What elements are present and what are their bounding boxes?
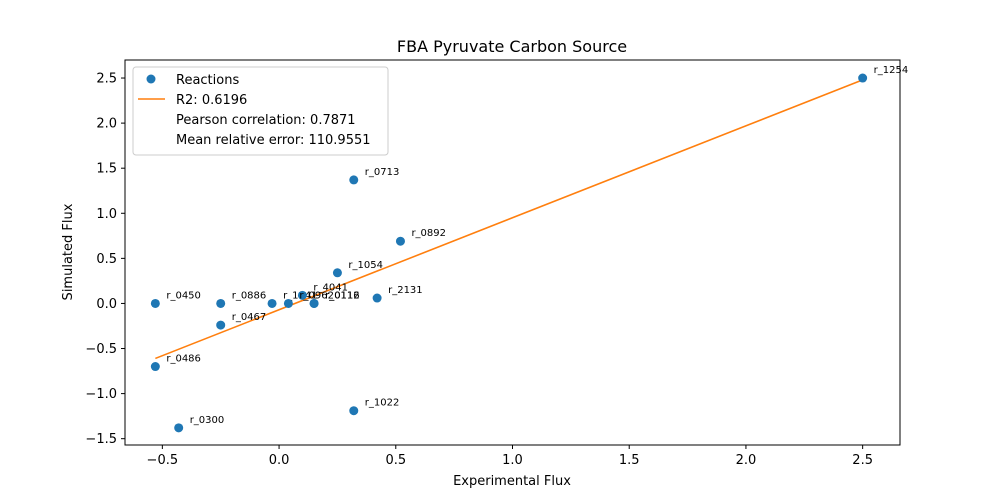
- data-point: [349, 175, 359, 185]
- y-tick-label: 2.5: [96, 72, 117, 87]
- point-label: r_4041: [313, 282, 348, 293]
- point-label: r_0713: [365, 167, 400, 178]
- plot-area: r_1254 r_0713 r_0892 r_1054 r_2131 r_0450 r_08…: [124, 59, 909, 446]
- legend-label: Mean relative error: 110.9551: [176, 133, 371, 148]
- data-point: [297, 290, 307, 300]
- legend-label: Pearson correlation: 0.7871: [176, 113, 356, 128]
- data-point: [216, 320, 226, 330]
- point-label: r_0486: [166, 354, 201, 365]
- data-point: [150, 362, 160, 372]
- y-tick-label: 1.0: [96, 207, 117, 222]
- point-label: r_0116: [325, 290, 360, 301]
- point-label: r_0962: [299, 290, 334, 301]
- x-tick-label: 1.0: [502, 453, 523, 468]
- data-point: [174, 423, 184, 433]
- point-label: r_0112: [325, 290, 360, 301]
- y-tick-label: −1.5: [85, 432, 117, 447]
- legend: Reactions R2: 0.6196 Pearson correlation: …: [132, 66, 389, 156]
- point-label: r_0892: [411, 228, 446, 239]
- point-label: r_1054: [348, 260, 383, 271]
- data-point: [150, 298, 160, 308]
- y-tick-label: 1.5: [96, 162, 117, 177]
- fit-line: [155, 79, 863, 360]
- data-point: [372, 293, 382, 303]
- data-point: [858, 73, 868, 83]
- legend-marker: [146, 74, 156, 84]
- point-label: r_0467: [232, 312, 267, 323]
- data-point: [283, 298, 293, 308]
- x-tick-label: 0.5: [385, 453, 406, 468]
- y-tick-label: 0.0: [96, 297, 117, 312]
- point-label: r_1254: [874, 65, 909, 76]
- y-tick-label: −0.5: [85, 342, 117, 357]
- data-point: [395, 236, 405, 246]
- x-axis: −0.5 0.0 0.5 1.0 1.5 2.0 2.5: [147, 445, 873, 468]
- x-tick-label: 2.5: [852, 453, 873, 468]
- y-tick-label: 0.5: [96, 252, 117, 267]
- y-tick-label: −1.0: [85, 387, 117, 402]
- x-tick-label: 0.0: [269, 453, 290, 468]
- legend-box: [132, 66, 389, 156]
- data-point: [309, 298, 319, 308]
- x-axis-label: Experimental Flux: [453, 474, 571, 489]
- legend-label: R2: 0.6196: [176, 93, 247, 108]
- x-tick-label: 1.5: [619, 453, 640, 468]
- data-point: [216, 298, 226, 308]
- point-label: r_2131: [388, 285, 423, 296]
- y-axis-label: Simulated Flux: [61, 203, 76, 300]
- data-point: [332, 268, 342, 278]
- data-point: [349, 406, 359, 416]
- legend-label: Reactions: [176, 73, 239, 88]
- point-label: r_1022: [365, 398, 400, 409]
- point-label: r_0886: [232, 290, 267, 301]
- point-label: r_0300: [190, 415, 225, 426]
- y-axis: −1.5 −1.0 −0.5 0.0 0.5 1.0 1.5 2.0 2.5: [85, 72, 125, 447]
- data-point: [267, 298, 277, 308]
- chart-title: FBA Pyruvate Carbon Source: [397, 37, 627, 56]
- x-tick-label: 2.0: [736, 453, 757, 468]
- y-tick-label: 2.0: [96, 117, 117, 132]
- point-label: r_0450: [166, 290, 201, 301]
- x-tick-label: −0.5: [147, 453, 179, 468]
